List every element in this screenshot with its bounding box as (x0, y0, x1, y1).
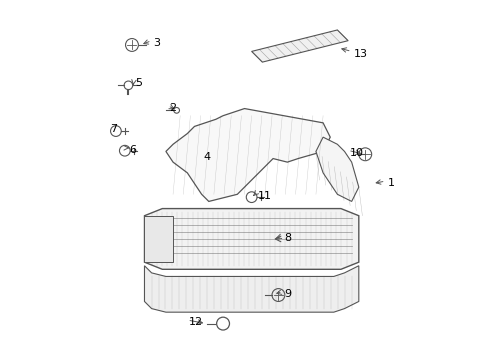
Text: 11: 11 (257, 190, 271, 201)
Text: 1: 1 (386, 179, 394, 188)
Polygon shape (315, 137, 358, 202)
Polygon shape (144, 216, 173, 262)
Text: 4: 4 (203, 152, 210, 162)
Polygon shape (144, 208, 358, 269)
Text: 2: 2 (169, 103, 176, 113)
Polygon shape (165, 109, 329, 202)
Text: 13: 13 (353, 49, 366, 59)
Text: 8: 8 (283, 233, 290, 243)
Text: 5: 5 (135, 78, 142, 89)
Text: 7: 7 (110, 125, 118, 135)
Text: 6: 6 (129, 145, 136, 155)
Text: 12: 12 (189, 318, 203, 327)
Polygon shape (251, 30, 347, 62)
Text: 9: 9 (284, 289, 291, 299)
Polygon shape (144, 266, 358, 312)
Text: 10: 10 (349, 148, 363, 158)
Text: 3: 3 (153, 38, 160, 48)
